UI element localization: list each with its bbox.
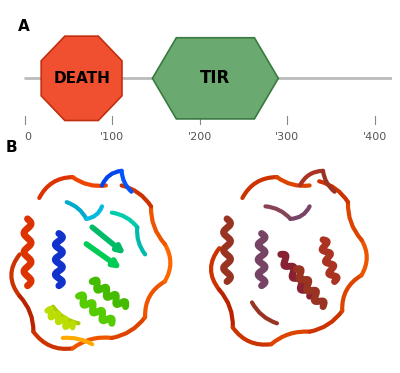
Text: '400: '400 [362,132,387,142]
Text: B: B [6,140,18,154]
Polygon shape [41,36,122,120]
Polygon shape [152,38,278,119]
Text: '200: '200 [188,132,212,142]
Text: 0: 0 [25,132,32,142]
Text: TIR: TIR [200,69,230,87]
Text: '100: '100 [100,132,124,142]
Text: $\it{Hs}$MyD88: $\it{Hs}$MyD88 [43,372,110,373]
Text: DEATH: DEATH [53,71,110,86]
Text: '300: '300 [275,132,299,142]
Text: A: A [18,19,30,34]
Text: $\it{Aw}$MyD88: $\it{Aw}$MyD88 [240,372,311,373]
